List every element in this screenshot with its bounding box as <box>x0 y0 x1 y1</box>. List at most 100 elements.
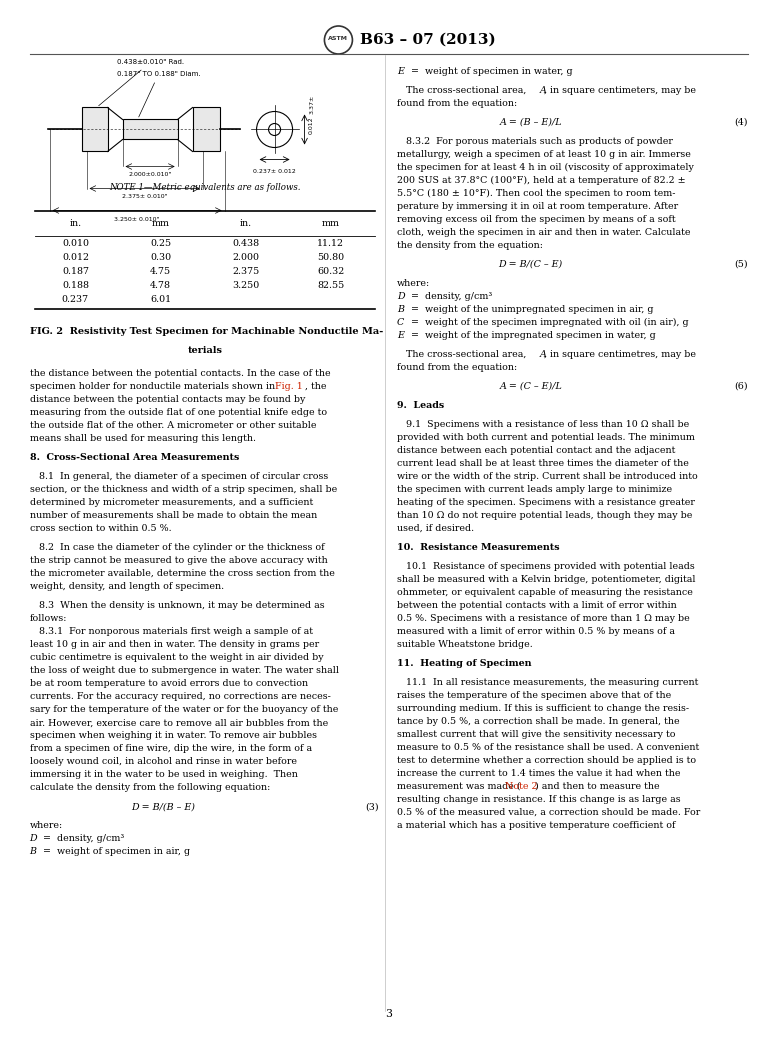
Text: wire or the width of the strip. Current shall be introduced into: wire or the width of the strip. Current … <box>397 472 698 481</box>
Text: B: B <box>397 305 404 313</box>
Text: The cross-sectional area,: The cross-sectional area, <box>397 86 530 95</box>
Text: C: C <box>397 318 405 327</box>
Text: found from the equation:: found from the equation: <box>397 363 517 372</box>
Text: be at room temperature to avoid errors due to convection: be at room temperature to avoid errors d… <box>30 679 307 688</box>
Text: =  density, g/cm³: = density, g/cm³ <box>402 291 492 301</box>
Text: shall be measured with a Kelvin bridge, potentiometer, digital: shall be measured with a Kelvin bridge, … <box>397 575 696 584</box>
Text: 60.32: 60.32 <box>317 266 345 276</box>
Text: 0.5 % of the measured value, a correction should be made. For: 0.5 % of the measured value, a correctio… <box>397 808 700 817</box>
Text: 4.78: 4.78 <box>150 281 171 289</box>
Text: mm: mm <box>152 219 170 228</box>
Text: =  weight of the impregnated specimen in water, g: = weight of the impregnated specimen in … <box>402 331 656 340</box>
Text: 2.375: 2.375 <box>232 266 259 276</box>
Text: , in square centimeters, may be: , in square centimeters, may be <box>545 86 696 95</box>
Text: increase the current to 1.4 times the value it had when the: increase the current to 1.4 times the va… <box>397 769 681 778</box>
Text: 11.1  In all resistance measurements, the measuring current: 11.1 In all resistance measurements, the… <box>397 678 699 687</box>
Text: 0.30: 0.30 <box>150 253 171 261</box>
Text: 0.187: 0.187 <box>62 266 89 276</box>
Text: B63 – 07 (2013): B63 – 07 (2013) <box>360 33 496 47</box>
Text: 9.  Leads: 9. Leads <box>397 401 444 410</box>
Text: cubic centimetre is equivalent to the weight in air divided by: cubic centimetre is equivalent to the we… <box>30 653 323 662</box>
Text: =  weight of the specimen impregnated with oil (in air), g: = weight of the specimen impregnated wit… <box>402 318 689 327</box>
Text: 82.55: 82.55 <box>317 281 345 289</box>
Text: measuring from the outside flat of one potential knife edge to: measuring from the outside flat of one p… <box>30 408 327 417</box>
Text: 6.01: 6.01 <box>150 295 171 304</box>
Text: ohmmeter, or equivalent capable of measuring the resistance: ohmmeter, or equivalent capable of measu… <box>397 588 693 596</box>
Text: D: D <box>397 291 405 301</box>
Text: resulting change in resistance. If this change is as large as: resulting change in resistance. If this … <box>397 795 681 804</box>
Text: 3.250± 0.010": 3.250± 0.010" <box>114 217 159 222</box>
Text: mm: mm <box>322 219 340 228</box>
Text: the specimen with current leads amply large to minimize: the specimen with current leads amply la… <box>397 485 672 493</box>
Text: from a specimen of fine wire, dip the wire, in the form of a: from a specimen of fine wire, dip the wi… <box>30 744 312 754</box>
Text: the strip cannot be measured to give the above accuracy with: the strip cannot be measured to give the… <box>30 556 328 565</box>
Text: 0.25: 0.25 <box>150 238 171 248</box>
Text: E: E <box>397 331 404 340</box>
Text: distance between each potential contact and the adjacent: distance between each potential contact … <box>397 446 675 455</box>
Text: 200 SUS at 37.8°C (100°F), held at a temperature of 82.2 ±: 200 SUS at 37.8°C (100°F), held at a tem… <box>397 176 685 185</box>
Text: 8.3.1  For nonporous materials first weigh a sample of at: 8.3.1 For nonporous materials first weig… <box>30 627 313 636</box>
Text: 0.188: 0.188 <box>62 281 89 289</box>
Text: where:: where: <box>30 821 63 831</box>
Text: ASTM: ASTM <box>328 36 349 42</box>
Text: 5.5°C (180 ± 10°F). Then cool the specimen to room tem-: 5.5°C (180 ± 10°F). Then cool the specim… <box>397 188 675 198</box>
Text: 4.75: 4.75 <box>150 266 171 276</box>
Text: 0.438: 0.438 <box>232 238 259 248</box>
Text: =  density, g/cm³: = density, g/cm³ <box>34 834 124 843</box>
Text: Fig. 1: Fig. 1 <box>275 382 303 391</box>
Text: 50.80: 50.80 <box>317 253 345 261</box>
Text: least 10 g in air and then in water. The density in grams per: least 10 g in air and then in water. The… <box>30 640 319 650</box>
Text: means shall be used for measuring this length.: means shall be used for measuring this l… <box>30 434 255 443</box>
Bar <box>82 107 107 152</box>
Text: perature by immersing it in oil at room temperature. After: perature by immersing it in oil at room … <box>397 202 678 211</box>
Text: the loss of weight due to submergence in water. The water shall: the loss of weight due to submergence in… <box>30 666 338 676</box>
Text: =  weight of specimen in water, g: = weight of specimen in water, g <box>402 67 573 76</box>
Text: where:: where: <box>397 279 430 287</box>
Text: cross section to within 0.5 %.: cross section to within 0.5 %. <box>30 524 171 533</box>
Text: , the: , the <box>304 382 326 391</box>
Text: 0.010: 0.010 <box>62 238 89 248</box>
Text: =  weight of the unimpregnated specimen in air, g: = weight of the unimpregnated specimen i… <box>402 305 654 313</box>
Text: (4): (4) <box>734 118 748 127</box>
Text: 0.187" TO 0.188" Diam.: 0.187" TO 0.188" Diam. <box>117 72 200 117</box>
Text: 2.000: 2.000 <box>232 253 259 261</box>
Text: Note 2: Note 2 <box>505 782 538 791</box>
Text: specimen when weighing it in water. To remove air bubbles: specimen when weighing it in water. To r… <box>30 732 317 740</box>
Text: section, or the thickness and width of a strip specimen, shall be: section, or the thickness and width of a… <box>30 485 337 494</box>
Text: sary for the temperature of the water or for the buoyancy of the: sary for the temperature of the water or… <box>30 705 338 714</box>
Text: A: A <box>539 86 546 95</box>
Text: B: B <box>30 847 37 857</box>
Text: test to determine whether a correction should be applied is to: test to determine whether a correction s… <box>397 756 696 765</box>
Bar <box>123 120 177 139</box>
Text: the outside flat of the other. A micrometer or other suitable: the outside flat of the other. A microme… <box>30 422 316 430</box>
Text: weight, density, and length of specimen.: weight, density, and length of specimen. <box>30 582 224 591</box>
Text: A: A <box>539 350 546 359</box>
Text: 8.3  When the density is unknown, it may be determined as: 8.3 When the density is unknown, it may … <box>30 601 324 610</box>
Text: ) and then to measure the: ) and then to measure the <box>534 782 659 791</box>
Text: measurement was made (: measurement was made ( <box>397 782 520 791</box>
Text: 0.237± 0.012: 0.237± 0.012 <box>253 170 296 175</box>
Text: 0.012: 0.012 <box>309 117 314 134</box>
Text: 8.  Cross-Sectional Area Measurements: 8. Cross-Sectional Area Measurements <box>30 453 239 462</box>
Text: used, if desired.: used, if desired. <box>397 524 475 533</box>
Text: loosely wound coil, in alcohol and rinse in water before: loosely wound coil, in alcohol and rinse… <box>30 758 296 766</box>
Text: measure to 0.5 % of the resistance shall be used. A convenient: measure to 0.5 % of the resistance shall… <box>397 743 699 752</box>
Text: measured with a limit of error within 0.5 % by means of a: measured with a limit of error within 0.… <box>397 627 675 636</box>
Text: provided with both current and potential leads. The minimum: provided with both current and potential… <box>397 433 695 441</box>
Text: , in square centimetres, may be: , in square centimetres, may be <box>545 350 696 359</box>
Text: number of measurements shall be made to obtain the mean: number of measurements shall be made to … <box>30 511 317 520</box>
Text: the micrometer available, determine the cross section from the: the micrometer available, determine the … <box>30 569 335 578</box>
Text: D: D <box>30 834 37 843</box>
Text: 10.1  Resistance of specimens provided with potential leads: 10.1 Resistance of specimens provided wi… <box>397 561 695 570</box>
Text: between the potential contacts with a limit of error within: between the potential contacts with a li… <box>397 601 677 610</box>
Text: the density from the equation:: the density from the equation: <box>397 242 543 250</box>
Text: smallest current that will give the sensitivity necessary to: smallest current that will give the sens… <box>397 730 675 739</box>
Text: current lead shall be at least three times the diameter of the: current lead shall be at least three tim… <box>397 459 689 467</box>
Text: 3: 3 <box>386 1009 392 1019</box>
Text: FIG. 2  Resistivity Test Specimen for Machinable Nonductile Ma-: FIG. 2 Resistivity Test Specimen for Mac… <box>30 327 383 336</box>
Text: tance by 0.5 %, a correction shall be made. In general, the: tance by 0.5 %, a correction shall be ma… <box>397 716 680 726</box>
Text: (5): (5) <box>734 260 748 269</box>
Text: The cross-sectional area,: The cross-sectional area, <box>397 350 530 359</box>
Bar <box>193 107 219 152</box>
Text: 2.000±0.010": 2.000±0.010" <box>128 173 172 178</box>
